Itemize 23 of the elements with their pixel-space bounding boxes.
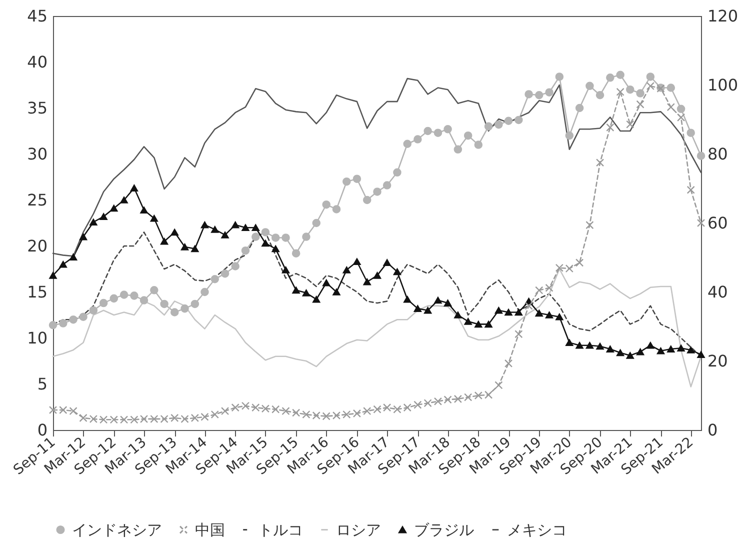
- y2-tick-label: 60: [708, 214, 728, 232]
- y-tick-label: 0: [37, 420, 48, 440]
- y2-tick-label: 20: [708, 352, 728, 370]
- y2-tick-label: 80: [708, 144, 728, 164]
- y-tick-label: 45: [27, 6, 48, 26]
- y-tick-label: 40: [27, 52, 48, 72]
- y-tick-label: 15: [27, 282, 48, 302]
- y-tick-label: 20: [27, 236, 48, 256]
- y-tick-label: 5: [37, 374, 48, 394]
- y2-tick-label: 0: [708, 420, 718, 440]
- legend-label: 中国: [195, 520, 225, 539]
- legend-label: ブラジル: [414, 520, 474, 539]
- legend-label: トルコ: [258, 520, 303, 539]
- y-tick-label: 30: [27, 144, 48, 164]
- y-tick-label: 10: [27, 328, 48, 348]
- legend-label: メキシコ: [507, 520, 567, 539]
- legend-label: ロシア: [336, 520, 381, 539]
- legend-label: インドネシア: [72, 520, 162, 539]
- y2-tick-label: 40: [708, 282, 728, 302]
- y2-tick-label: 120: [708, 6, 738, 26]
- y-tick-label: 35: [27, 98, 48, 118]
- y2-tick-label: 100: [708, 76, 738, 94]
- y-tick-label: 25: [27, 190, 48, 210]
